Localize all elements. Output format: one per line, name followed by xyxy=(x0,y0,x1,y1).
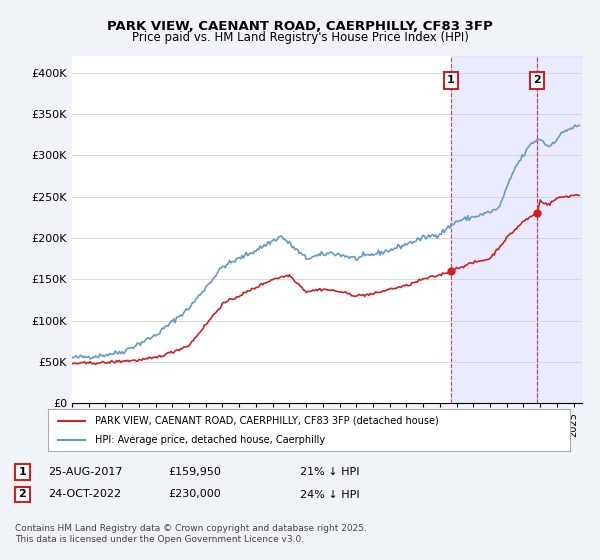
Text: 1: 1 xyxy=(447,75,455,85)
Text: £159,950: £159,950 xyxy=(168,467,221,477)
Bar xyxy=(537,56,582,403)
Text: 25-AUG-2017: 25-AUG-2017 xyxy=(48,467,122,477)
Text: 21% ↓ HPI: 21% ↓ HPI xyxy=(300,467,359,477)
Text: PARK VIEW, CAENANT ROAD, CAERPHILLY, CF83 3FP (detached house): PARK VIEW, CAENANT ROAD, CAERPHILLY, CF8… xyxy=(95,416,439,426)
Text: 1: 1 xyxy=(19,467,26,477)
Text: 24-OCT-2022: 24-OCT-2022 xyxy=(48,489,121,500)
Text: PARK VIEW, CAENANT ROAD, CAERPHILLY, CF83 3FP: PARK VIEW, CAENANT ROAD, CAERPHILLY, CF8… xyxy=(107,20,493,32)
Text: Price paid vs. HM Land Registry's House Price Index (HPI): Price paid vs. HM Land Registry's House … xyxy=(131,31,469,44)
Text: 2: 2 xyxy=(533,75,541,85)
Text: £230,000: £230,000 xyxy=(168,489,221,500)
Bar xyxy=(451,56,537,403)
Text: Contains HM Land Registry data © Crown copyright and database right 2025.
This d: Contains HM Land Registry data © Crown c… xyxy=(15,524,367,544)
Text: 24% ↓ HPI: 24% ↓ HPI xyxy=(300,489,359,500)
Text: HPI: Average price, detached house, Caerphilly: HPI: Average price, detached house, Caer… xyxy=(95,435,325,445)
Text: 2: 2 xyxy=(19,489,26,500)
